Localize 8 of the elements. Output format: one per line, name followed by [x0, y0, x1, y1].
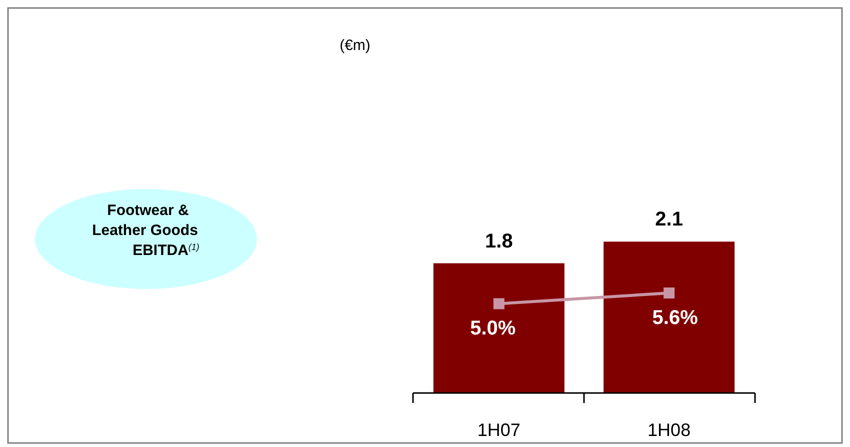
data-label: 1.8 — [485, 230, 513, 252]
data-label: 2.1 — [655, 208, 683, 231]
x-tick-label: 1H07 — [477, 420, 520, 440]
x-tick-label: 1H08 — [648, 420, 691, 440]
data-label: 5.6% — [652, 307, 698, 329]
text: (€m) — [340, 37, 370, 54]
data-label: 5.0% — [470, 318, 516, 340]
text: Footwear & Leather Goods EBITDA$^{(1)}$ — [92, 202, 200, 259]
